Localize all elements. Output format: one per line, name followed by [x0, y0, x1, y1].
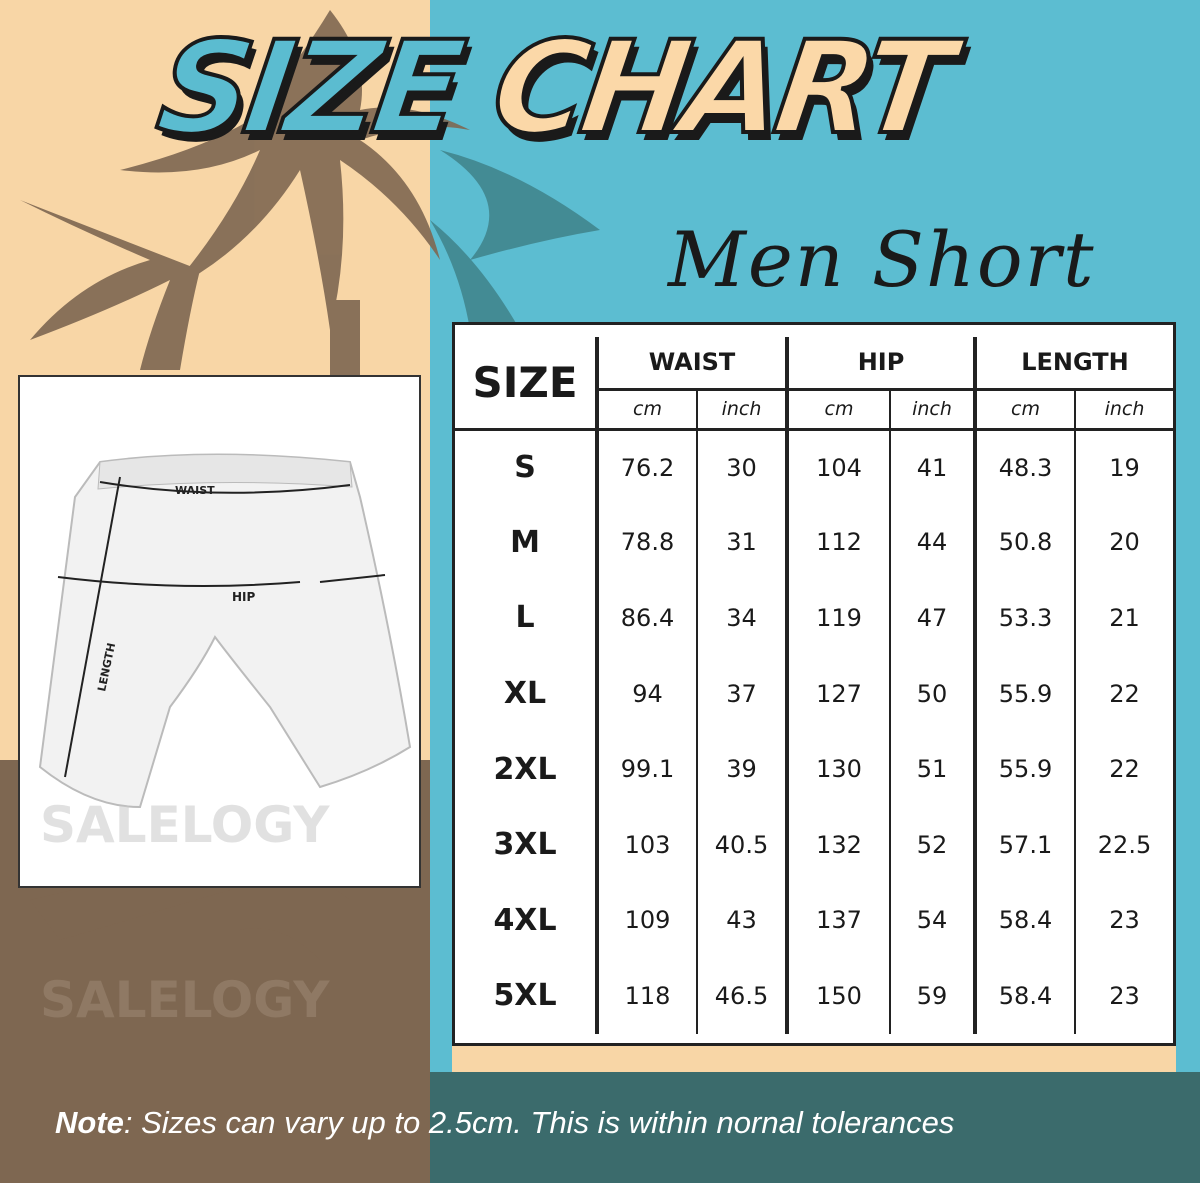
page-title: SIZE CHART	[148, 12, 958, 165]
value-cell: 58.4	[973, 882, 1075, 959]
value-cell: 78.8	[595, 504, 697, 581]
size-header: SIZE	[455, 337, 597, 431]
value-cell: 132	[785, 806, 890, 883]
value-cell: 86.4	[595, 580, 697, 656]
value-cell: 127	[785, 655, 890, 732]
value-cell: 51	[889, 731, 975, 807]
hip-label: HIP	[232, 590, 256, 604]
value-cell: 23	[1074, 958, 1173, 1034]
shorts-diagram: WAIST HIP LENGTH	[38, 453, 412, 809]
value-cell: 59	[889, 958, 975, 1034]
value-cell: 19	[1074, 429, 1173, 505]
value-cell: 76.2	[595, 429, 697, 505]
unit-header: cm	[973, 389, 1075, 431]
value-cell: 130	[785, 731, 890, 807]
value-cell: 50	[889, 655, 975, 732]
value-cell: 34	[696, 580, 787, 656]
size-cell: 3XL	[493, 827, 557, 863]
value-cell: 50.8	[973, 504, 1075, 581]
unit-header: cm	[785, 389, 890, 431]
size-cell: XL	[503, 676, 547, 712]
value-cell: 150	[785, 958, 890, 1034]
value-cell: 40.5	[696, 806, 787, 883]
value-cell: 104	[785, 429, 890, 505]
value-cell: 53.3	[973, 580, 1075, 656]
title-word-chart: CHART	[482, 12, 957, 165]
value-cell: 22.5	[1074, 806, 1173, 883]
hip-header: HIP	[785, 337, 975, 391]
note-label: Note	[55, 1105, 124, 1140]
value-cell: 99.1	[595, 731, 697, 807]
value-cell: 20	[1074, 504, 1173, 581]
unit-header: inch	[1074, 389, 1173, 431]
value-cell: 39	[696, 731, 787, 807]
unit-header: cm	[595, 389, 697, 431]
value-cell: 112	[785, 504, 890, 581]
value-cell: 54	[889, 882, 975, 959]
size-cell: 5XL	[493, 978, 557, 1014]
table-row: XL 94 37 127 50 55.9 22	[455, 655, 1173, 732]
value-cell: 103	[595, 806, 697, 883]
value-cell: 119	[785, 580, 890, 656]
size-cell: 4XL	[493, 902, 557, 938]
value-cell: 22	[1074, 731, 1173, 807]
value-cell: 109	[595, 882, 697, 959]
size-cell: L	[515, 600, 535, 636]
value-cell: 21	[1074, 580, 1173, 656]
title-word-size: SIZE	[148, 12, 469, 165]
value-cell: 46.5	[696, 958, 787, 1034]
table-row: L 86.4 34 119 47 53.3 21	[455, 580, 1173, 656]
size-cell: S	[514, 450, 536, 486]
value-cell: 43	[696, 882, 787, 959]
value-cell: 137	[785, 882, 890, 959]
size-cell: M	[510, 524, 540, 560]
value-cell: 47	[889, 580, 975, 656]
table-row: S 76.2 30 104 41 48.3 19	[455, 429, 1173, 505]
value-cell: 41	[889, 429, 975, 505]
value-cell: 94	[595, 655, 697, 732]
size-table-panel: SIZE WAIST HIP LENGTH cm inch cm inch cm…	[452, 322, 1176, 1046]
value-cell: 48.3	[973, 429, 1075, 505]
unit-header: inch	[696, 389, 787, 431]
value-cell: 23	[1074, 882, 1173, 959]
table-row: M 78.8 31 112 44 50.8 20	[455, 504, 1173, 581]
waist-header: WAIST	[595, 337, 787, 391]
table-row: 4XL 109 43 137 54 58.4 23	[455, 882, 1173, 959]
shorts-illustration: WAIST HIP LENGTH	[18, 375, 421, 888]
unit-header: inch	[889, 389, 975, 431]
table-row: 5XL 118 46.5 150 59 58.4 23	[455, 958, 1173, 1034]
subtitle: Men Short	[668, 215, 1096, 304]
value-cell: 57.1	[973, 806, 1075, 883]
waist-label: WAIST	[175, 484, 215, 497]
value-cell: 55.9	[973, 731, 1075, 807]
size-cell: 2XL	[493, 751, 557, 787]
table-row: 2XL 99.1 39 130 51 55.9 22	[455, 731, 1173, 807]
value-cell: 44	[889, 504, 975, 581]
table-footer-band	[452, 1046, 1176, 1072]
background-dark-teal	[430, 1072, 1200, 1183]
note-text: : Sizes can vary up to 2.5cm. This is wi…	[123, 1105, 955, 1140]
value-cell: 118	[595, 958, 697, 1034]
value-cell: 58.4	[973, 958, 1075, 1034]
value-cell: 30	[696, 429, 787, 505]
value-cell: 52	[889, 806, 975, 883]
length-header: LENGTH	[973, 337, 1173, 391]
value-cell: 31	[696, 504, 787, 581]
note: Note: Sizes can vary up to 2.5cm. This i…	[55, 1105, 955, 1140]
value-cell: 55.9	[973, 655, 1075, 732]
table-row: 3XL 103 40.5 132 52 57.1 22.5	[455, 806, 1173, 883]
size-table: SIZE WAIST HIP LENGTH cm inch cm inch cm…	[455, 337, 1173, 1034]
value-cell: 22	[1074, 655, 1173, 732]
value-cell: 37	[696, 655, 787, 732]
